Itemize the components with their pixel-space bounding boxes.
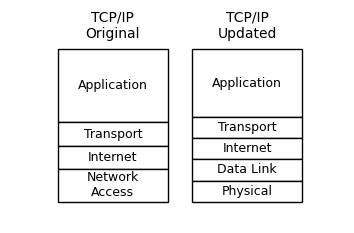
FancyBboxPatch shape — [193, 116, 302, 138]
Text: Internet: Internet — [223, 142, 272, 155]
Text: Data Link: Data Link — [217, 164, 277, 176]
Text: Application: Application — [212, 76, 282, 89]
Text: Internet: Internet — [88, 151, 138, 164]
FancyBboxPatch shape — [58, 49, 168, 122]
Text: Network
Access: Network Access — [87, 171, 139, 199]
FancyBboxPatch shape — [58, 146, 168, 169]
Text: Physical: Physical — [222, 185, 273, 198]
Text: Application: Application — [78, 79, 148, 93]
FancyBboxPatch shape — [58, 169, 168, 202]
FancyBboxPatch shape — [193, 49, 302, 117]
FancyBboxPatch shape — [193, 138, 302, 159]
Text: TCP/IP
Original: TCP/IP Original — [86, 10, 140, 41]
Text: TCP/IP
Updated: TCP/IP Updated — [218, 10, 277, 41]
FancyBboxPatch shape — [58, 122, 168, 146]
Text: Transport: Transport — [84, 127, 142, 140]
FancyBboxPatch shape — [193, 159, 302, 181]
FancyBboxPatch shape — [193, 181, 302, 202]
Text: Transport: Transport — [218, 121, 276, 134]
